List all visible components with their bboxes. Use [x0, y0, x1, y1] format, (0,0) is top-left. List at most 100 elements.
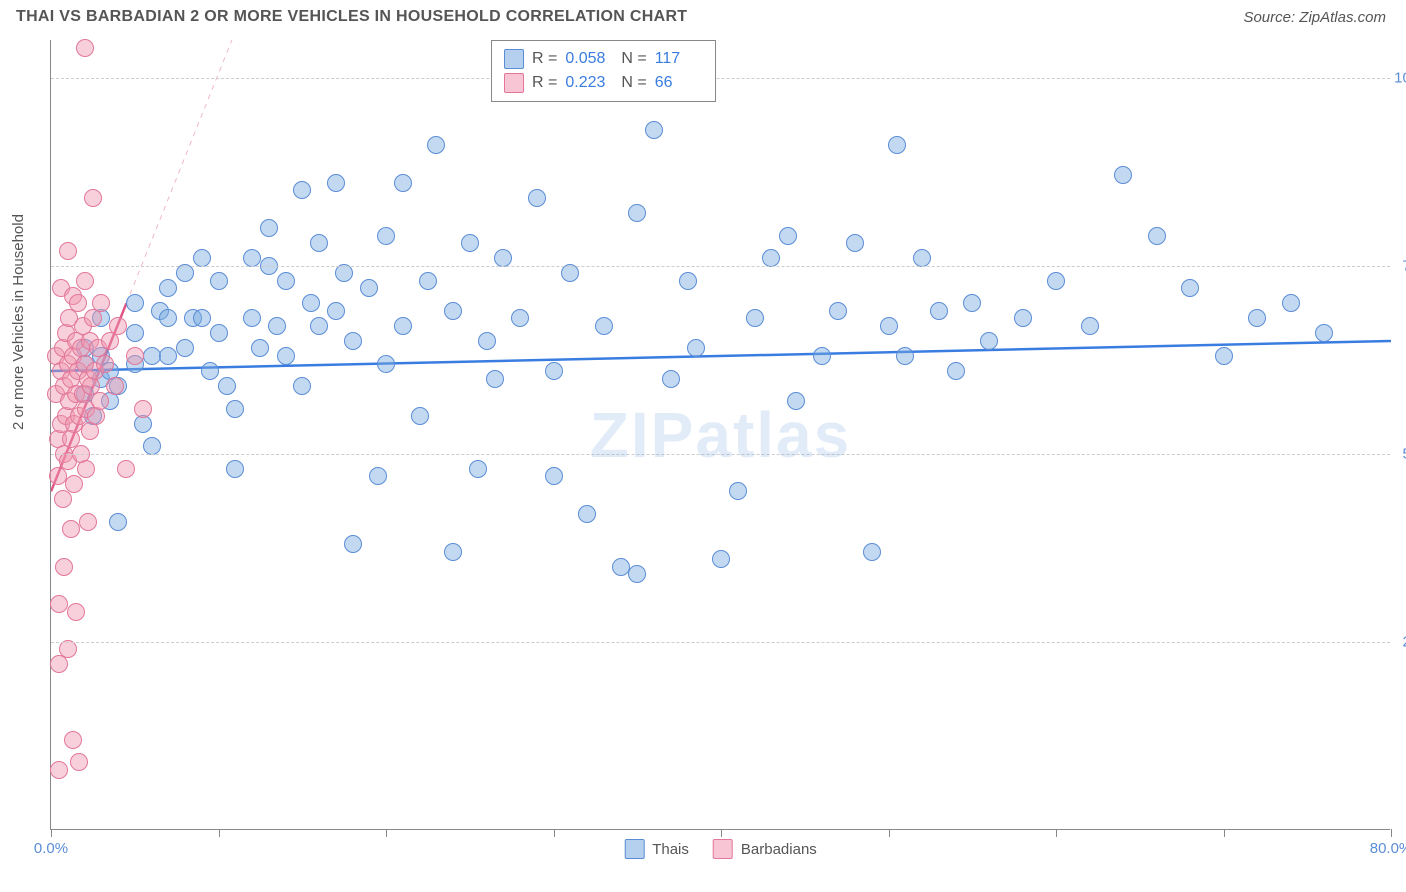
gridline-h	[51, 78, 1390, 79]
x-tick	[889, 829, 890, 837]
legend-item-barbadians: Barbadians	[713, 839, 817, 859]
scatter-point-thais	[486, 370, 504, 388]
y-tick-label: 50.0%	[1402, 445, 1406, 462]
x-tick	[554, 829, 555, 837]
scatter-point-barbadians	[77, 460, 95, 478]
scatter-point-thais	[545, 362, 563, 380]
x-tick-label: 0.0%	[34, 840, 68, 857]
scatter-point-thais	[109, 513, 127, 531]
scatter-point-thais	[612, 558, 630, 576]
scatter-point-barbadians	[92, 294, 110, 312]
legend-label-thais: Thais	[652, 841, 689, 858]
scatter-point-thais	[1282, 294, 1300, 312]
gridline-h	[51, 266, 1390, 267]
scatter-point-thais	[712, 550, 730, 568]
scatter-point-thais	[143, 347, 161, 365]
scatter-point-thais	[1114, 166, 1132, 184]
scatter-point-thais	[1248, 309, 1266, 327]
scatter-point-thais	[963, 294, 981, 312]
legend-label-barbadians: Barbadians	[741, 841, 817, 858]
scatter-point-thais	[268, 317, 286, 335]
scatter-point-thais	[880, 317, 898, 335]
scatter-point-thais	[344, 332, 362, 350]
scatter-point-thais	[628, 204, 646, 222]
scatter-point-thais	[293, 377, 311, 395]
scatter-point-barbadians	[109, 317, 127, 335]
scatter-point-thais	[193, 249, 211, 267]
scatter-point-thais	[411, 407, 429, 425]
scatter-point-thais	[302, 294, 320, 312]
scatter-point-thais	[444, 543, 462, 561]
scatter-point-thais	[159, 279, 177, 297]
r-label: R =	[532, 74, 557, 92]
scatter-point-thais	[779, 227, 797, 245]
scatter-point-thais	[210, 324, 228, 342]
x-tick	[1224, 829, 1225, 837]
legend-item-thais: Thais	[624, 839, 689, 859]
scatter-point-thais	[578, 505, 596, 523]
scatter-point-thais	[243, 249, 261, 267]
scatter-point-thais	[159, 347, 177, 365]
x-tick	[219, 829, 220, 837]
scatter-point-barbadians	[54, 490, 72, 508]
scatter-point-thais	[1315, 324, 1333, 342]
scatter-point-barbadians	[84, 189, 102, 207]
scatter-point-thais	[746, 309, 764, 327]
scatter-point-barbadians	[87, 407, 105, 425]
scatter-point-thais	[846, 234, 864, 252]
scatter-point-thais	[201, 362, 219, 380]
scatter-point-barbadians	[67, 603, 85, 621]
n-label: N =	[621, 74, 646, 92]
scatter-point-thais	[310, 234, 328, 252]
chart-source: Source: ZipAtlas.com	[1243, 9, 1386, 26]
scatter-point-thais	[293, 181, 311, 199]
scatter-point-thais	[260, 219, 278, 237]
scatter-point-thais	[1081, 317, 1099, 335]
scatter-point-thais	[444, 302, 462, 320]
scatter-point-thais	[762, 249, 780, 267]
stats-legend-box: R = 0.058 N = 117 R = 0.223 N = 66	[491, 40, 716, 102]
scatter-point-thais	[210, 272, 228, 290]
scatter-point-thais	[863, 543, 881, 561]
trend-lines-svg	[51, 40, 1391, 830]
x-tick	[386, 829, 387, 837]
scatter-point-thais	[218, 377, 236, 395]
scatter-point-barbadians	[106, 377, 124, 395]
scatter-point-thais	[419, 272, 437, 290]
swatch-pink-icon	[504, 73, 524, 93]
scatter-point-thais	[1181, 279, 1199, 297]
watermark-text: ZIPatlas	[590, 398, 851, 472]
y-tick-label: 100.0%	[1394, 69, 1406, 86]
scatter-point-thais	[344, 535, 362, 553]
scatter-point-thais	[277, 272, 295, 290]
scatter-point-barbadians	[55, 558, 73, 576]
scatter-point-barbadians	[65, 475, 83, 493]
scatter-point-barbadians	[76, 272, 94, 290]
scatter-point-thais	[394, 317, 412, 335]
scatter-point-barbadians	[69, 294, 87, 312]
scatter-point-thais	[461, 234, 479, 252]
scatter-point-thais	[143, 437, 161, 455]
swatch-blue-icon	[624, 839, 644, 859]
scatter-point-thais	[813, 347, 831, 365]
scatter-point-thais	[528, 189, 546, 207]
n-value-barbadian: 66	[655, 74, 703, 92]
scatter-point-thais	[394, 174, 412, 192]
scatter-point-thais	[369, 467, 387, 485]
x-tick	[1056, 829, 1057, 837]
scatter-point-thais	[226, 400, 244, 418]
swatch-blue-icon	[504, 49, 524, 69]
scatter-point-thais	[980, 332, 998, 350]
scatter-point-barbadians	[117, 460, 135, 478]
stats-row-thai: R = 0.058 N = 117	[504, 47, 703, 71]
scatter-point-thais	[888, 136, 906, 154]
scatter-point-thais	[1014, 309, 1032, 327]
scatter-point-thais	[913, 249, 931, 267]
scatter-point-thais	[310, 317, 328, 335]
y-tick-label: 75.0%	[1402, 257, 1406, 274]
scatter-point-thais	[469, 460, 487, 478]
scatter-point-thais	[226, 460, 244, 478]
y-axis-label: 2 or more Vehicles in Household	[10, 214, 27, 430]
scatter-point-thais	[251, 339, 269, 357]
trend-line	[126, 40, 352, 303]
